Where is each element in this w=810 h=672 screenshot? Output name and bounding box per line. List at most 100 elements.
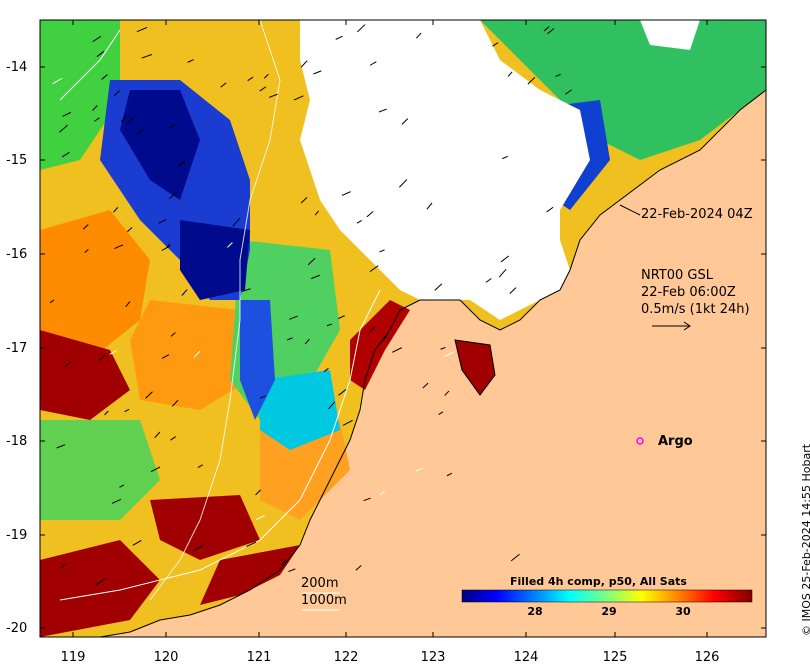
lat-tick-label: -18 [6, 434, 28, 449]
current-vector [165, 243, 171, 249]
current-vector [125, 301, 131, 307]
isobath-1000-line [149, 20, 281, 601]
colorbar [461, 589, 753, 603]
current-vector [259, 86, 267, 92]
current-vector [104, 410, 109, 416]
current-vector [59, 124, 69, 133]
lon-tick-label: 126 [694, 650, 720, 665]
time-leader-line [619, 204, 641, 216]
current-vector [92, 105, 98, 111]
sst-hot-west [40, 330, 130, 420]
current-vector [392, 347, 402, 353]
current-vector [510, 553, 520, 562]
lat-tick-label: -14 [6, 60, 28, 75]
current-vector [113, 90, 120, 97]
current-vector [379, 490, 385, 495]
current-vector [436, 96, 444, 105]
current-vector [485, 278, 492, 283]
lon-tick-label: 123 [420, 650, 446, 665]
sst-hot-coast [350, 300, 410, 390]
current-vector [289, 315, 298, 320]
current-vector [181, 289, 188, 296]
cloud-mask [300, 20, 590, 320]
sst-green-ne [480, 20, 766, 160]
current-vector [314, 210, 319, 216]
current-vector [255, 489, 261, 496]
sst-orange-mid [130, 300, 250, 410]
current-vector [287, 337, 293, 341]
current-vector [492, 42, 499, 47]
current-vector [111, 498, 122, 504]
current-vector [114, 244, 124, 249]
current-vector [259, 395, 267, 399]
current-vector [256, 515, 265, 521]
time-label: 22-Feb-2024 04Z [641, 207, 753, 222]
current-vector [369, 61, 377, 66]
current-vector [96, 50, 105, 58]
current-vector [326, 323, 333, 327]
current-vector [49, 299, 55, 304]
sst-cyan-mid [260, 370, 340, 450]
current-vector [56, 444, 66, 449]
current-vector [220, 82, 227, 88]
current-vector [93, 117, 100, 122]
current-vector [369, 326, 375, 333]
current-vector [372, 91, 379, 98]
current-vector [280, 559, 287, 566]
current-vector [126, 118, 134, 125]
current-vector [426, 202, 433, 210]
current-vector [443, 279, 450, 284]
current-vector [300, 60, 308, 68]
current-vector [136, 129, 144, 135]
current-vector [543, 26, 550, 32]
current-vector [382, 334, 388, 341]
current-vector [444, 351, 455, 357]
current-vector [145, 391, 153, 399]
current-vector [263, 73, 269, 79]
current-vector [61, 151, 70, 158]
isobath-200-line [59, 29, 381, 601]
current-vector [509, 287, 517, 294]
colorbar-title: Filled 4h comp, p50, All Sats [510, 575, 687, 588]
current-vector [507, 71, 513, 77]
current-vector [132, 540, 142, 546]
current-vector [269, 93, 278, 98]
current-vector [154, 431, 161, 439]
current-vector [342, 419, 353, 426]
current-vector [310, 274, 321, 280]
lon-tick-label: 124 [513, 650, 539, 665]
current-vector [304, 338, 310, 345]
current-vector [401, 118, 409, 125]
current-vector [363, 497, 371, 502]
current-vector [170, 436, 177, 441]
colorbar-tick: 29 [601, 605, 617, 618]
current-vector [356, 220, 363, 224]
sst-blue-strip [240, 300, 275, 420]
current-vector [366, 211, 374, 218]
sst-dark-blue2 [180, 220, 250, 300]
cloud-top-right [640, 20, 700, 50]
current-vector [113, 207, 119, 213]
current-vector [434, 283, 443, 291]
current-vector [60, 563, 66, 568]
lat-tick-label: -20 [6, 621, 28, 636]
current-vector [546, 206, 554, 213]
argo-marker [636, 437, 644, 445]
current-vector [438, 411, 444, 415]
current-vector [232, 217, 241, 227]
current-vector [356, 24, 366, 33]
current-vector [193, 350, 201, 359]
vector-title: NRT00 GSL [641, 268, 713, 283]
current-vector [500, 255, 510, 263]
current-vector [62, 111, 72, 117]
lat-tick-label: -19 [6, 528, 28, 543]
coastline [99, 89, 766, 637]
current-vector [369, 265, 379, 273]
current-vector [82, 224, 89, 230]
peninsula-outline [454, 339, 496, 396]
current-vector [109, 350, 117, 355]
argo-label: Argo [658, 434, 693, 449]
current-vector [197, 464, 203, 468]
colorbar-tick: 30 [675, 605, 691, 618]
